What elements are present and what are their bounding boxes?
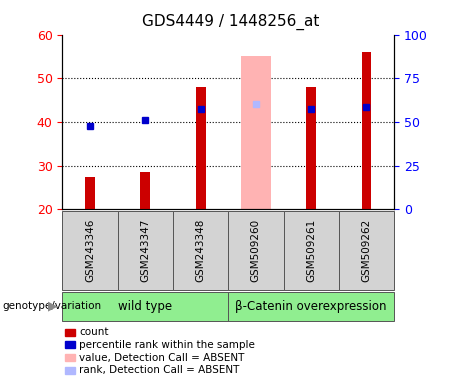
Text: GSM509260: GSM509260 [251, 219, 261, 282]
Text: value, Detection Call = ABSENT: value, Detection Call = ABSENT [79, 353, 245, 362]
Text: GSM243348: GSM243348 [195, 219, 206, 282]
Text: β-Catenin overexpression: β-Catenin overexpression [236, 300, 387, 313]
Bar [284, 211, 339, 290]
Bar [361, 52, 372, 209]
Bar [306, 87, 316, 209]
Text: GSM243347: GSM243347 [140, 219, 150, 282]
Text: genotype/variation: genotype/variation [2, 301, 101, 311]
Text: GDS4449 / 1448256_at: GDS4449 / 1448256_at [142, 13, 319, 30]
Bar [339, 211, 394, 290]
Text: GSM243346: GSM243346 [85, 219, 95, 282]
Text: ▶: ▶ [48, 300, 58, 313]
Bar [173, 211, 228, 290]
Bar [228, 211, 284, 290]
Text: percentile rank within the sample: percentile rank within the sample [79, 340, 255, 350]
Text: count: count [79, 327, 109, 337]
Bar [62, 211, 118, 290]
Bar [62, 292, 228, 321]
Bar [241, 56, 271, 209]
Bar [118, 211, 173, 290]
Text: wild type: wild type [118, 300, 172, 313]
Bar [228, 292, 394, 321]
Bar [140, 172, 150, 209]
Text: GSM509262: GSM509262 [361, 219, 372, 282]
Text: GSM509261: GSM509261 [306, 219, 316, 282]
Text: rank, Detection Call = ABSENT: rank, Detection Call = ABSENT [79, 365, 240, 375]
Bar [85, 177, 95, 209]
Bar [195, 87, 206, 209]
